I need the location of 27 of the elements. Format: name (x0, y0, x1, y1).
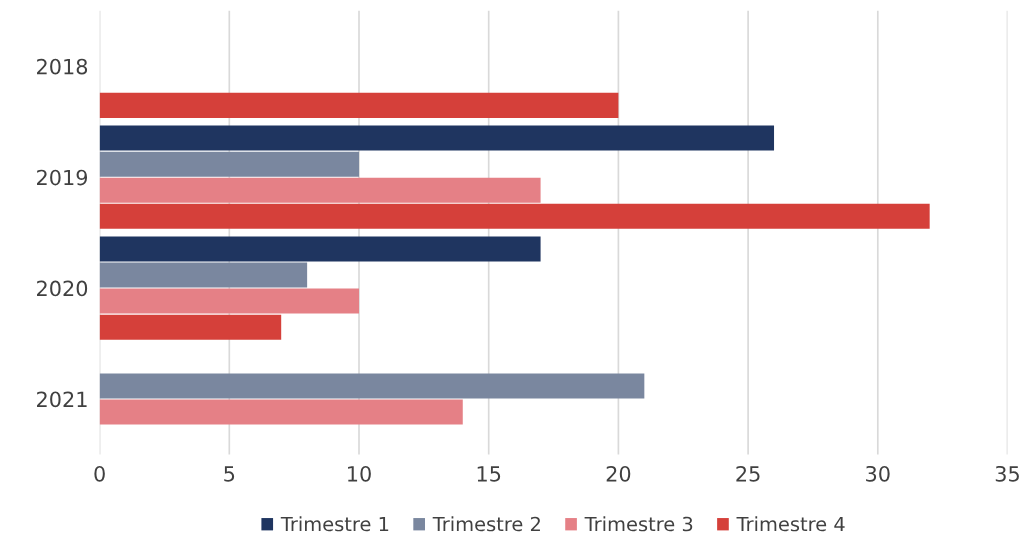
bar (99, 203, 930, 229)
x-tick-label: 15 (477, 466, 501, 482)
bar (99, 288, 360, 314)
bar (99, 373, 645, 399)
x-tick-label: 0 (94, 465, 105, 482)
bar (99, 262, 308, 288)
bar (99, 314, 282, 340)
x-tick-label: 20 (606, 465, 631, 482)
bar (99, 125, 775, 151)
legend-label: Trimestre 2 (432, 516, 540, 532)
x-tick-label: 10 (348, 465, 371, 482)
legend-label: Trimestre 3 (584, 516, 693, 532)
y-tick-label: 2020 (37, 280, 88, 297)
legend-label: Trimestre 4 (736, 516, 845, 532)
x-tick-label: 30 (866, 465, 890, 482)
bar (99, 92, 619, 118)
y-tick-label: 2019 (37, 169, 88, 186)
bar (99, 177, 541, 203)
bar (99, 151, 360, 177)
y-tick-label: 2021 (37, 391, 87, 408)
y-tick-label: 2018 (37, 58, 88, 75)
x-tick-label: 25 (736, 465, 760, 482)
x-tick-label: 35 (995, 465, 1019, 482)
x-tick-label: 5 (224, 466, 235, 482)
bar (99, 399, 463, 425)
legend-label: Trimestre 1 (280, 516, 389, 532)
bar (99, 236, 541, 262)
